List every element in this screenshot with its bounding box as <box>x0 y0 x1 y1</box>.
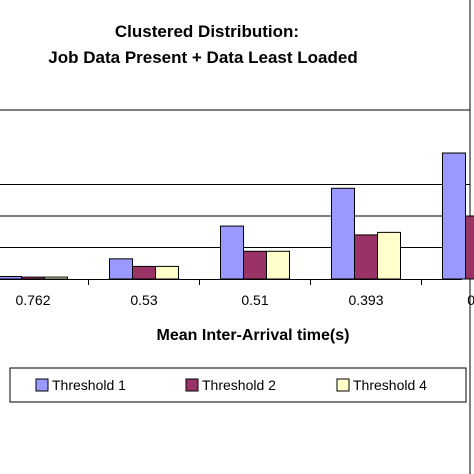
x-tick-label-1: 0.53 <box>130 292 157 308</box>
x-tick-label-3: 0.393 <box>348 292 383 308</box>
x-tick-label-2: 0.51 <box>241 292 268 308</box>
legend-items: Threshold 1 Threshold 2 Threshold 4 <box>35 377 427 393</box>
bar-series0-cat0 <box>0 275 22 280</box>
x-axis-tick-labels: 0.762 0.53 0.51 0.393 0.3 <box>15 292 474 308</box>
legend-box <box>9 367 467 403</box>
legend-swatch-2 <box>336 378 350 392</box>
x-axis-ticks <box>88 279 422 285</box>
legend: Threshold 1 Threshold 2 Threshold 4 <box>9 367 467 403</box>
bar-series1-cat1 <box>132 265 156 280</box>
legend-swatch-0 <box>35 378 49 392</box>
bar-series0-cat1 <box>109 258 133 280</box>
bar-series2-cat3 <box>377 231 401 280</box>
chart-title-line1: Clustered Distribution: <box>115 22 299 41</box>
legend-swatch-1 <box>185 378 199 392</box>
bar-series0-cat3 <box>331 187 355 280</box>
bar-series1-cat3 <box>354 234 378 280</box>
bar-series2-cat2 <box>266 250 290 280</box>
x-tick-label-4: 0.3 <box>467 292 474 308</box>
bar-series0-cat2 <box>220 225 244 280</box>
chart-title-line2: Job Data Present + Data Least Loaded <box>48 48 357 67</box>
bar-series0-cat4 <box>442 152 466 280</box>
bar-series1-cat4 <box>465 215 474 280</box>
legend-label-2: Threshold 4 <box>353 377 427 393</box>
bar-series2-cat1 <box>155 265 179 280</box>
bar-series1-cat2 <box>243 250 267 280</box>
bar-series1-cat0 <box>21 276 45 280</box>
legend-label-0: Threshold 1 <box>52 377 126 393</box>
x-tick-label-0: 0.762 <box>15 292 50 308</box>
x-axis-title: Mean Inter-Arrival time(s) <box>157 327 350 344</box>
bar-series2-cat0 <box>44 276 68 280</box>
legend-label-1: Threshold 2 <box>202 377 276 393</box>
